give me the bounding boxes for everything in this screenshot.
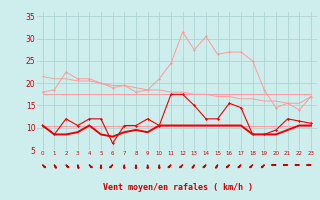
Text: Vent moyen/en rafales ( km/h ): Vent moyen/en rafales ( km/h ) <box>103 183 252 192</box>
